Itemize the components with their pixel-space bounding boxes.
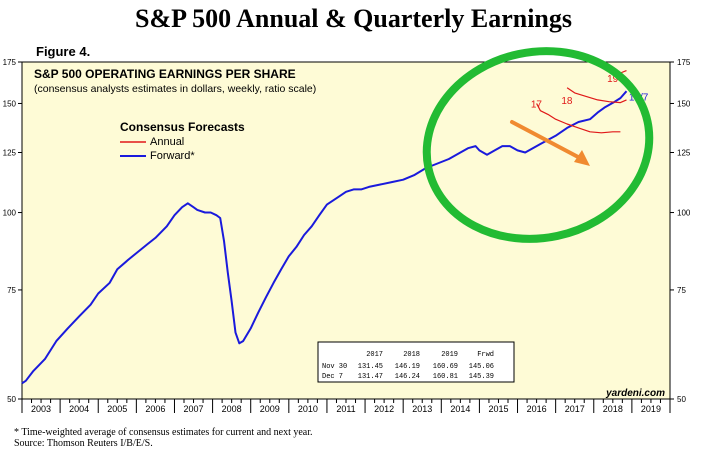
table-header: 2018 <box>403 351 420 359</box>
page-title: S&P 500 Annual & Quarterly Earnings <box>135 4 572 33</box>
x-tick-label: 2007 <box>184 404 204 414</box>
y-tick-label-right: 125 <box>677 149 691 158</box>
x-tick-label: 2016 <box>527 404 547 414</box>
footnote-source: Source: Thomson Reuters I/B/E/S. <box>14 438 153 449</box>
table-cell: 160.69 <box>433 363 458 371</box>
x-tick-label: 2014 <box>450 404 470 414</box>
x-tick-label: 2005 <box>107 404 127 414</box>
legend-forward-label: Forward* <box>150 150 195 162</box>
y-tick-label-right: 50 <box>677 395 686 404</box>
legend-annual-label: Annual <box>150 136 184 148</box>
table-cell: Nov 30 <box>322 363 347 371</box>
table-cell: 160.81 <box>433 373 458 381</box>
y-tick-label-right: 175 <box>677 58 691 67</box>
x-tick-label: 2018 <box>603 404 623 414</box>
series-annotation: 17 <box>531 99 543 110</box>
table-box <box>317 341 515 383</box>
x-tick-label: 2003 <box>31 404 51 414</box>
x-tick-label: 2015 <box>488 404 508 414</box>
estimates-table: 2017 2018 2019 Frwd Nov 30 131.45 146.19 160.69… <box>317 341 515 383</box>
annotation-green-circle <box>422 47 654 243</box>
forward-series-line <box>21 90 628 385</box>
legend-title: Consensus Forecasts <box>120 120 245 134</box>
table-cell: 146.19 <box>395 363 420 371</box>
y-tick-label-left: 75 <box>7 286 16 295</box>
x-tick-label: 2009 <box>260 404 280 414</box>
series-annotation: 18 <box>561 96 573 107</box>
table-header: 2017 <box>366 351 383 359</box>
y-tick-label-left: 125 <box>3 149 17 158</box>
legend: Consensus Forecasts Annual Forward* <box>120 120 245 162</box>
series-annotation: 19 <box>607 74 619 85</box>
y-tick-label-right: 150 <box>677 99 691 108</box>
y-tick-label-left: 175 <box>3 58 17 67</box>
table-header: Frwd <box>477 351 494 359</box>
x-tick-label: 2017 <box>565 404 585 414</box>
chart-subtitle: (consensus analysts estimates in dollars… <box>34 83 316 95</box>
x-tick-label: 2006 <box>145 404 165 414</box>
footnote: * Time-weighted average of consensus est… <box>14 427 313 449</box>
annual-series-line <box>536 103 621 134</box>
watermark: yardeni.com <box>605 388 665 399</box>
annual-series-line <box>566 87 627 104</box>
y-tick-label-left: 100 <box>3 209 17 218</box>
table-cell: 131.47 <box>358 373 383 381</box>
y-tick-label-right: 75 <box>677 286 686 295</box>
annotation-orange-arrow <box>510 120 590 166</box>
x-tick-label: 2008 <box>222 404 242 414</box>
table-cell: 145.06 <box>469 363 494 371</box>
x-tick-label: 2004 <box>69 404 89 414</box>
table-cell: 145.39 <box>469 373 494 381</box>
table-header: 2019 <box>441 351 458 359</box>
figure-label: Figure 4. <box>36 44 91 59</box>
x-tick-label: 2012 <box>374 404 394 414</box>
x-tick-label: 2011 <box>336 404 355 414</box>
chart-title: S&P 500 OPERATING EARNINGS PER SHARE <box>34 67 296 81</box>
x-tick-label: 2010 <box>298 404 318 414</box>
table-cell: 131.45 <box>358 363 383 371</box>
table-cell: Dec 7 <box>322 373 343 381</box>
y-tick-label-left: 150 <box>3 99 17 108</box>
x-tick-label: 2019 <box>641 404 661 414</box>
y-tick-label-left: 50 <box>7 395 16 404</box>
x-tick-label: 2013 <box>412 404 432 414</box>
footnote-line-1: * Time-weighted average of consensus est… <box>14 427 313 438</box>
y-tick-label-right: 100 <box>677 209 691 218</box>
table-cell: 146.24 <box>395 373 420 381</box>
